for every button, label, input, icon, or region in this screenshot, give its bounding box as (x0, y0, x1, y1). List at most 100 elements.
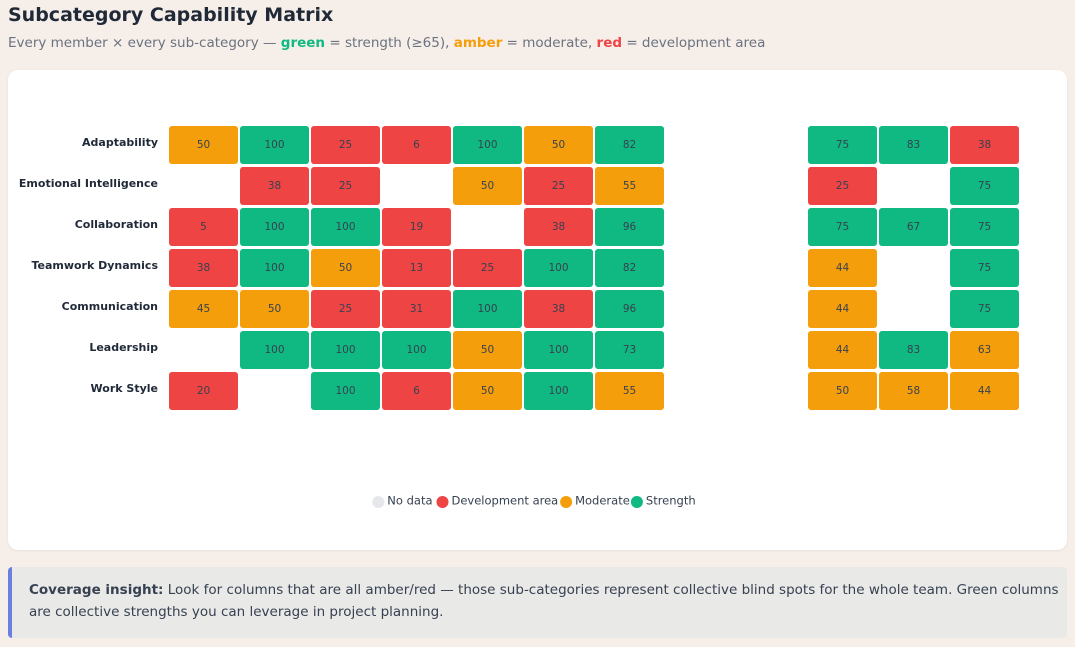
subtitle-part: = moderate, (502, 35, 597, 51)
heat-cell (240, 208, 309, 246)
heat-cell (808, 372, 877, 410)
cell-label: 75 (836, 221, 849, 233)
heat-cell (808, 208, 877, 246)
cell-label: 55 (623, 385, 636, 397)
page-title: Subcategory Capability Matrix (8, 4, 334, 26)
legend-swatch (630, 496, 643, 508)
heat-cell (382, 290, 451, 328)
cell-label: 100 (548, 344, 568, 356)
legend-swatch (372, 496, 385, 508)
heat-cell (950, 249, 1019, 287)
heat-cell (453, 249, 522, 287)
legend-label: No data (387, 494, 432, 508)
cell-label: 100 (335, 221, 355, 233)
heat-cell (382, 249, 451, 287)
cell-label: 50 (268, 303, 281, 315)
cell-label: 73 (623, 344, 636, 356)
cell-label: 38 (552, 303, 565, 315)
heat-cell (879, 126, 948, 164)
heat-cell (950, 126, 1019, 164)
cell-label: 6 (413, 139, 420, 151)
row-label: Teamwork Dynamics (31, 259, 158, 272)
heat-cell (879, 372, 948, 410)
cell-label: 58 (907, 385, 920, 397)
insight-box: Coverage insight: Look for columns that … (8, 567, 1067, 638)
subtitle-part: = strength (≥65), (325, 35, 454, 51)
cell-label: 25 (481, 262, 494, 274)
row-label: Communication (62, 300, 158, 313)
cell-label: 25 (836, 180, 849, 192)
cell-label: 20 (197, 385, 210, 397)
subtitle-part: amber (453, 35, 503, 51)
cell-label: 19 (410, 221, 423, 233)
cell-label: 82 (623, 139, 636, 151)
heat-cell (453, 290, 522, 328)
heat-cell (950, 290, 1019, 328)
row-label: Leadership (89, 341, 158, 354)
heat-cell (595, 208, 664, 246)
heat-cell (382, 372, 451, 410)
heat-cell (240, 290, 309, 328)
cell-label: 96 (623, 221, 637, 233)
cell-label: 100 (335, 344, 355, 356)
cell-label: 25 (339, 139, 352, 151)
cell-label: 50 (481, 385, 494, 397)
cell-label: 50 (197, 139, 210, 151)
cell-label: 82 (623, 262, 636, 274)
heat-cell (169, 372, 238, 410)
cell-label: 100 (264, 139, 284, 151)
heat-cell (311, 290, 380, 328)
cell-label: 75 (978, 262, 991, 274)
insight-text: Look for columns that are all amber/red … (29, 582, 1059, 620)
heat-cell (169, 208, 238, 246)
heat-cell (311, 331, 380, 369)
cell-label: 83 (907, 344, 920, 356)
heat-cell (382, 331, 451, 369)
cell-label: 6 (413, 385, 420, 397)
cell-label: 45 (197, 303, 210, 315)
cell-label: 100 (264, 221, 284, 233)
heat-cell (382, 208, 451, 246)
heat-cell (311, 126, 380, 164)
cell-label: 75 (978, 180, 991, 192)
subtitle-part: red (596, 35, 623, 51)
cell-label: 75 (978, 303, 991, 315)
cell-label: 25 (339, 180, 352, 192)
heat-cell (524, 372, 593, 410)
cell-label: 38 (552, 221, 565, 233)
cell-label: 100 (548, 385, 568, 397)
legend-swatch (436, 496, 449, 508)
subtitle-part: green (280, 35, 326, 51)
heat-cell (169, 290, 238, 328)
heat-cell (808, 167, 877, 205)
heat-cell (453, 372, 522, 410)
cell-label: 25 (552, 180, 565, 192)
heat-cell (524, 331, 593, 369)
row-label: Emotional Intelligence (19, 177, 158, 190)
heat-cell (453, 331, 522, 369)
heat-cell (311, 167, 380, 205)
heat-cell (524, 126, 593, 164)
heat-cell (595, 126, 664, 164)
subtitle-part: = development area (622, 35, 766, 51)
heat-cell (950, 208, 1019, 246)
cell-label: 55 (623, 180, 636, 192)
chart-card: Adaptability 50 100 25 6 100 50 82 75 83 38 Emotion… (8, 70, 1067, 550)
heat-cell (240, 249, 309, 287)
heat-cell (311, 208, 380, 246)
subtitle-part: Every member × every sub-category — (8, 35, 281, 51)
legend-label: Moderate (575, 494, 630, 508)
legend-label: Development area (452, 494, 559, 508)
cell-label: 100 (406, 344, 426, 356)
cell-label: 50 (481, 344, 494, 356)
cell-label: 38 (197, 262, 210, 274)
cell-label: 50 (552, 139, 565, 151)
heat-cell (595, 372, 664, 410)
heat-cell (382, 126, 451, 164)
cell-label: 13 (410, 262, 423, 274)
row-label: Work Style (91, 382, 158, 395)
heat-cell (453, 167, 522, 205)
cell-label: 38 (978, 139, 991, 151)
legend-swatch (560, 496, 573, 508)
